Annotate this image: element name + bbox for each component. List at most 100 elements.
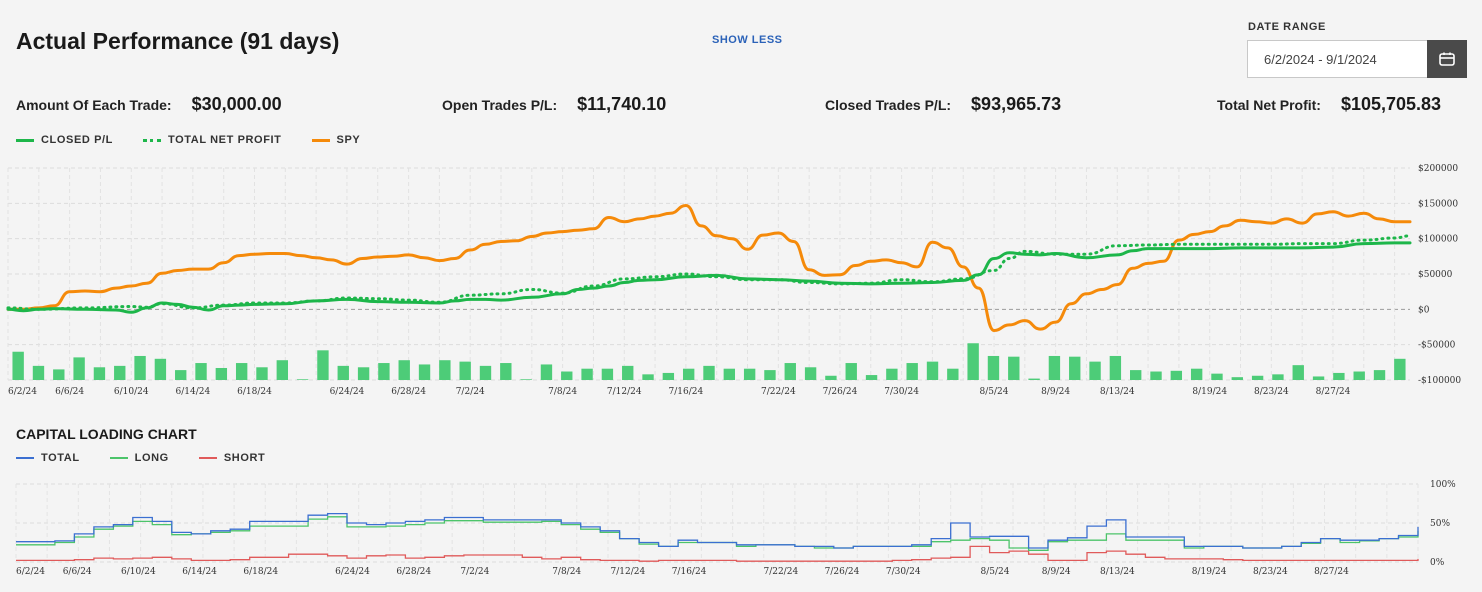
pl-bar <box>1008 356 1020 380</box>
legend-long[interactable]: LONG <box>109 452 169 464</box>
pl-bar <box>1394 358 1406 380</box>
pl-bar <box>682 368 695 380</box>
pl-bar <box>622 365 634 380</box>
stat-label: Open Trades P/L: <box>442 97 558 113</box>
x-tick-label: 7/2/24 <box>456 387 485 397</box>
pl-bar <box>12 351 24 380</box>
pl-bar <box>1211 373 1223 380</box>
x-tick-label: 6/6/24 <box>55 387 84 397</box>
x-tick-label: 8/23/24 <box>1253 567 1288 577</box>
stat-label: Closed Trades P/L: <box>825 97 952 113</box>
x-tick-label: 7/22/24 <box>763 567 798 577</box>
pl-bar <box>1109 355 1122 380</box>
pl-bar <box>256 367 268 380</box>
y-tick-label: 0% <box>1430 558 1445 568</box>
stat-value: $93,965.73 <box>971 94 1062 114</box>
pl-bar <box>439 360 451 380</box>
pl-bar <box>32 365 45 380</box>
legend-label: TOTAL <box>41 452 80 464</box>
legend-short[interactable]: SHORT <box>198 452 266 464</box>
x-tick-label: 7/26/24 <box>823 387 858 397</box>
y-tick-label: $100000 <box>1418 235 1458 245</box>
pl-bar <box>215 367 228 380</box>
pl-bar <box>703 365 715 380</box>
pl-bar <box>926 361 939 380</box>
pl-bar <box>1231 377 1243 380</box>
series-short <box>16 545 1419 562</box>
legend-swatch <box>311 138 330 142</box>
y-tick-label: $50000 <box>1418 270 1453 280</box>
pl-bar <box>561 371 573 380</box>
date-range-picker[interactable] <box>1247 40 1467 78</box>
pl-bar <box>947 368 959 380</box>
x-tick-label: 8/5/24 <box>980 387 1009 397</box>
y-tick-label: $150000 <box>1418 199 1458 209</box>
x-tick-label: 7/16/24 <box>672 567 707 577</box>
pl-bar <box>317 350 329 380</box>
legend-swatch <box>143 138 162 142</box>
pl-bar <box>845 363 857 380</box>
x-tick-label: 6/14/24 <box>176 387 211 397</box>
pl-bar <box>459 361 471 380</box>
legend-total[interactable]: TOTAL <box>16 452 80 464</box>
pl-bar <box>1089 361 1101 380</box>
x-tick-label: 7/22/24 <box>761 387 796 397</box>
x-tick-label: 8/9/24 <box>1042 567 1071 577</box>
pl-bar <box>764 370 776 380</box>
x-tick-label: 8/27/24 <box>1316 387 1351 397</box>
calendar-button[interactable] <box>1427 40 1467 78</box>
legend-label: SHORT <box>223 452 266 464</box>
x-tick-label: 7/16/24 <box>669 387 704 397</box>
legend-label: SPY <box>336 134 361 146</box>
pl-bar <box>601 368 614 380</box>
legend-swatch <box>109 457 128 459</box>
date-range-input[interactable] <box>1248 41 1428 77</box>
x-tick-label: 8/23/24 <box>1254 387 1289 397</box>
stat-amount-each-trade: Amount Of Each Trade: $30,000.00 <box>16 94 282 115</box>
stat-label: Total Net Profit: <box>1217 97 1321 113</box>
x-tick-label: 8/9/24 <box>1041 387 1070 397</box>
pl-bar <box>723 368 736 380</box>
pl-bar <box>804 367 817 380</box>
show-less-button[interactable]: SHOW LESS <box>712 34 783 46</box>
legend-closed-pl[interactable]: CLOSED P/L <box>16 134 113 146</box>
pl-bar <box>540 364 553 380</box>
stat-value: $11,740.10 <box>577 94 667 114</box>
pl-bar <box>1312 376 1325 380</box>
pl-bar <box>93 367 106 380</box>
legend-spy[interactable]: SPY <box>311 134 361 146</box>
pl-bar <box>1353 371 1365 380</box>
pl-bar <box>500 363 512 380</box>
pl-bar <box>418 364 431 380</box>
x-tick-label: 7/2/24 <box>460 567 489 577</box>
stat-label: Amount Of Each Trade: <box>16 97 172 113</box>
legend-swatch <box>16 138 34 142</box>
pl-bar <box>398 360 410 380</box>
pl-bar <box>1048 355 1061 380</box>
pl-bar <box>662 372 675 380</box>
x-tick-label: 7/12/24 <box>611 567 646 577</box>
y-tick-label: $0 <box>1418 305 1430 315</box>
x-tick-label: 6/24/24 <box>335 567 370 577</box>
x-tick-label: 6/18/24 <box>237 387 272 397</box>
x-tick-label: 6/2/24 <box>16 567 45 577</box>
pl-bar <box>784 363 796 380</box>
x-tick-label: 6/24/24 <box>330 387 365 397</box>
series-total <box>16 512 1419 549</box>
date-range-label: DATE RANGE <box>1248 21 1326 33</box>
x-tick-label: 7/26/24 <box>825 567 860 577</box>
pl-bar <box>195 363 207 380</box>
pl-bar <box>1028 378 1040 380</box>
pl-bar <box>743 368 756 380</box>
capital-loading-chart: 100% 50% 0% 6/2/24 6/6/24 6/10/24 6/14/24 6/18/… <box>15 480 1456 577</box>
performance-legend: CLOSED P/L TOTAL NET PROFIT SPY <box>16 134 390 146</box>
x-tick-label: 6/14/24 <box>182 567 217 577</box>
pl-bar <box>520 379 532 380</box>
pl-bar <box>1373 370 1386 380</box>
legend-swatch <box>16 457 34 459</box>
y-tick-label: 50% <box>1430 519 1450 529</box>
x-tick-label: 8/13/24 <box>1100 567 1135 577</box>
x-tick-label: 6/28/24 <box>396 567 431 577</box>
pl-bar <box>1333 372 1345 380</box>
legend-total-net-profit[interactable]: TOTAL NET PROFIT <box>143 134 282 146</box>
